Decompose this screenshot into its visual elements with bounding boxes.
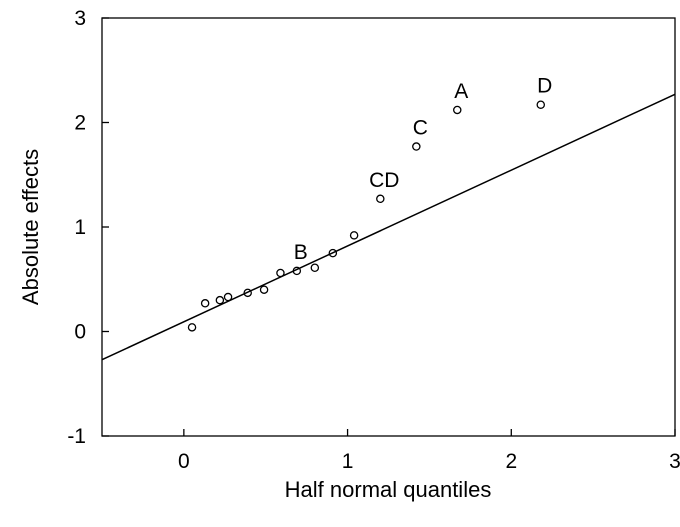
data-point (259, 285, 269, 294)
y-tick-label: 0 (74, 321, 86, 344)
x-tick-label: 2 (505, 450, 517, 473)
data-point (292, 266, 302, 276)
data-point (376, 194, 385, 204)
y-tick-label: -1 (67, 425, 86, 448)
y-axis-label: Absolute effects (18, 149, 43, 305)
point-label: A (454, 80, 468, 103)
data-points: B CD C A D (187, 75, 552, 332)
data-point (200, 299, 210, 308)
data-point (349, 231, 359, 240)
data-point (215, 295, 225, 305)
data-point (412, 142, 421, 151)
data-point (328, 248, 338, 258)
y-tick-label: 2 (74, 112, 86, 135)
data-point (536, 100, 546, 109)
y-axis-ticks: -1 0 1 2 3 (67, 7, 109, 448)
data-point (187, 323, 197, 332)
x-axis-label: Half normal quantiles (285, 477, 492, 502)
data-point (310, 263, 320, 273)
point-label: B (294, 241, 308, 264)
y-tick-label: 1 (74, 216, 86, 239)
point-label: C (413, 117, 428, 140)
data-point (276, 268, 285, 278)
point-label: CD (369, 169, 399, 192)
data-point (243, 288, 252, 298)
x-tick-label: 1 (342, 450, 354, 473)
data-point (453, 105, 462, 115)
y-tick-label: 3 (74, 7, 86, 30)
x-tick-label: 3 (669, 450, 680, 473)
reference-line (101, 93, 676, 361)
x-axis-ticks: 0 1 2 3 (178, 429, 680, 473)
x-tick-label: 0 (178, 450, 190, 473)
reference-line-group (101, 93, 676, 361)
data-point (223, 292, 233, 302)
point-label: D (537, 75, 552, 98)
